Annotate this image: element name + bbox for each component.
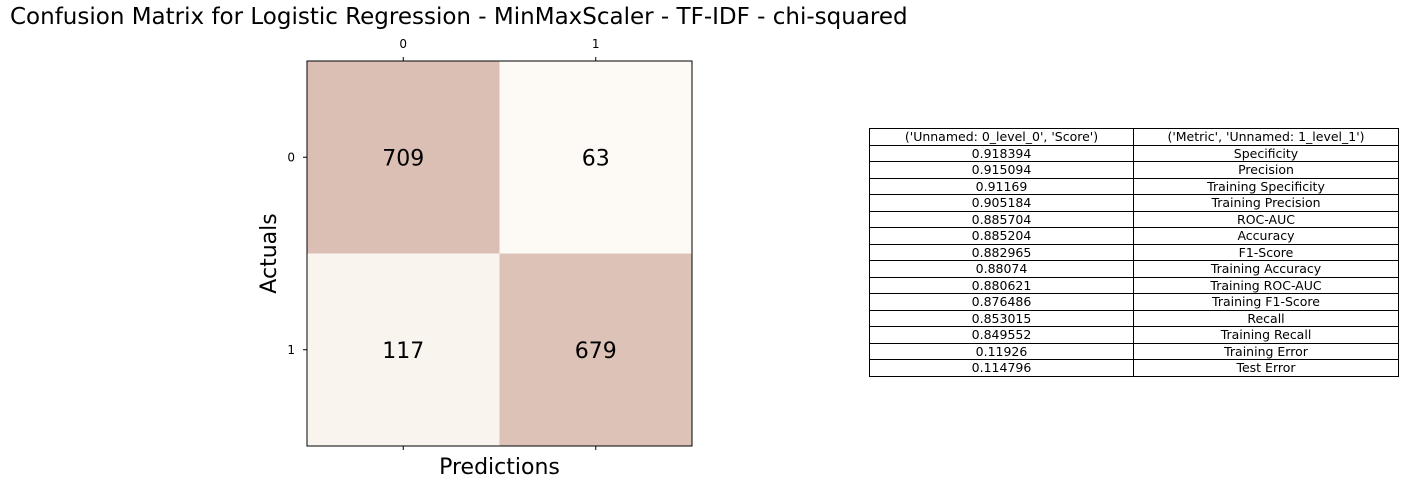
metric-cell: Test Error xyxy=(1133,359,1399,377)
metric-cell: Accuracy xyxy=(1133,227,1399,245)
table-header-row: ('Unnamed: 0_level_0', 'Score') ('Metric… xyxy=(869,128,1399,146)
y-tick-label: 1 xyxy=(287,343,295,357)
metric-cell: Recall xyxy=(1133,309,1399,327)
score-cell: 0.88074 xyxy=(869,260,1134,278)
x-tick-label: 1 xyxy=(592,37,600,51)
table-row: 0.849552 Training Recall xyxy=(869,326,1399,344)
matrix-cell xyxy=(307,253,500,446)
metric-cell: Training Specificity xyxy=(1133,177,1399,195)
score-cell: 0.849552 xyxy=(869,326,1134,344)
metric-cell: Training Error xyxy=(1133,342,1399,360)
metrics-table: ('Unnamed: 0_level_0', 'Score') ('Metric… xyxy=(869,128,1399,377)
table-header-metric: ('Metric', 'Unnamed: 1_level_1') xyxy=(1133,128,1399,146)
score-cell: 0.885204 xyxy=(869,227,1134,245)
metric-cell: Precision xyxy=(1133,161,1399,179)
metric-cell: ROC-AUC xyxy=(1133,210,1399,228)
x-axis-label: Predictions xyxy=(439,455,560,480)
chart-title: Confusion Matrix for Logistic Regression… xyxy=(10,4,908,30)
table-body: 0.918394 Specificity 0.915094 Precision 0.91… xyxy=(869,144,1399,377)
table-row: 0.885204 Accuracy xyxy=(869,227,1399,245)
matrix-cell xyxy=(499,253,692,446)
table-row: 0.915094 Precision xyxy=(869,161,1399,179)
score-cell: 0.918394 xyxy=(869,144,1134,162)
plot-frame xyxy=(306,60,693,447)
y-axis-label: Actuals xyxy=(257,213,282,293)
table-row: 0.882965 F1-Score xyxy=(869,243,1399,261)
table-row: 0.880621 Training ROC-AUC xyxy=(869,276,1399,294)
matrix-cell xyxy=(307,61,500,254)
table-row: 0.876486 Training F1-Score xyxy=(869,293,1399,311)
table-row: 0.905184 Training Precision xyxy=(869,194,1399,212)
cell-value-label: 63 xyxy=(582,146,610,171)
metric-cell: Training F1-Score xyxy=(1133,293,1399,311)
metric-cell: F1-Score xyxy=(1133,243,1399,261)
score-cell: 0.880621 xyxy=(869,276,1134,294)
table-row: 0.11926 Training Error xyxy=(869,342,1399,360)
table-row: 0.853015 Recall xyxy=(869,309,1399,327)
metric-cell: Training Recall xyxy=(1133,326,1399,344)
x-tick-label: 0 xyxy=(399,37,407,51)
score-cell: 0.905184 xyxy=(869,194,1134,212)
y-tick-label: 0 xyxy=(287,150,295,164)
table-row: 0.88074 Training Accuracy xyxy=(869,260,1399,278)
table-row: 0.91169 Training Specificity xyxy=(869,177,1399,195)
metric-cell: Specificity xyxy=(1133,144,1399,162)
score-cell: 0.882965 xyxy=(869,243,1134,261)
score-cell: 0.11926 xyxy=(869,342,1134,360)
score-cell: 0.853015 xyxy=(869,309,1134,327)
table-header-score: ('Unnamed: 0_level_0', 'Score') xyxy=(869,128,1134,146)
metric-cell: Training ROC-AUC xyxy=(1133,276,1399,294)
score-cell: 0.114796 xyxy=(869,359,1134,377)
table-row: 0.885704 ROC-AUC xyxy=(869,210,1399,228)
matrix-cell xyxy=(499,61,692,254)
score-cell: 0.876486 xyxy=(869,293,1134,311)
cell-value-label: 117 xyxy=(382,339,424,364)
cell-value-label: 709 xyxy=(382,146,424,171)
score-cell: 0.885704 xyxy=(869,210,1134,228)
score-cell: 0.915094 xyxy=(869,161,1134,179)
confusion-matrix-chart: 709 63 117 679 0 1 0 1 Predictions Actuals xyxy=(257,37,693,480)
cell-value-label: 679 xyxy=(575,339,617,364)
metric-cell: Training Accuracy xyxy=(1133,260,1399,278)
score-cell: 0.91169 xyxy=(869,177,1134,195)
table-row: 0.114796 Test Error xyxy=(869,359,1399,377)
metric-cell: Training Precision xyxy=(1133,194,1399,212)
table-row: 0.918394 Specificity xyxy=(869,144,1399,162)
